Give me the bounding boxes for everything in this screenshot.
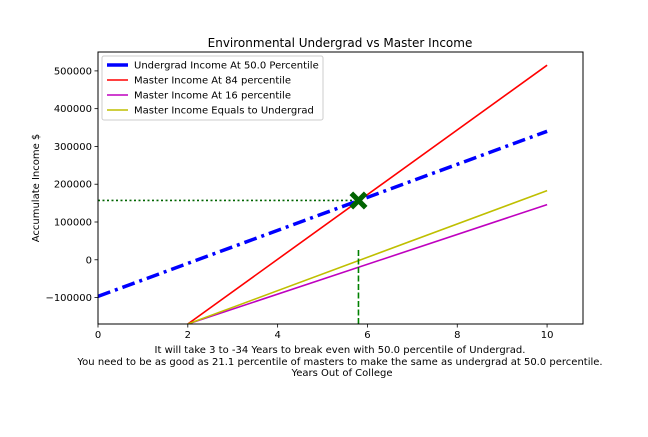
x-tick-label: 10 <box>541 330 554 341</box>
x-axis-ticks: 0 2 4 6 8 10 <box>95 324 554 341</box>
legend-label: Master Income At 84 percentile <box>134 76 291 87</box>
x-tick-label: 8 <box>454 330 460 341</box>
y-tick-label: 0 <box>86 255 92 266</box>
x-tick-label: 2 <box>185 330 191 341</box>
legend: Undergrad Income At 50.0 Percentile Maste… <box>101 55 324 121</box>
legend-box <box>101 55 324 121</box>
x-tick-label: 0 <box>95 330 101 341</box>
y-tick-label: 400000 <box>54 104 92 115</box>
breakeven-marker <box>349 191 368 210</box>
series-line-1 <box>98 129 548 299</box>
y-tick-label: 200000 <box>54 180 92 191</box>
x-axis-label-line-2: You need to be as good as 21.1 percentil… <box>76 357 602 368</box>
plot-frame <box>97 51 584 325</box>
legend-label: Master Income At 16 percentile <box>134 91 291 102</box>
x-axis-label-line-1: It will take 3 to -34 Years to break eve… <box>155 345 526 356</box>
y-axis-label: Accumulate Income $ <box>31 134 42 243</box>
chart-title: Environmental Undergrad vs Master Income <box>208 36 473 50</box>
y-tick-label: 500000 <box>54 66 92 77</box>
series-line-2 <box>187 64 548 324</box>
legend-label: Undergrad Income At 50.0 Percentile <box>134 61 319 72</box>
plot-area <box>97 51 584 325</box>
y-axis-ticks: −100000 0 100000 200000 300000 400000 500000 <box>45 66 98 304</box>
y-tick-label: 300000 <box>54 142 92 153</box>
series-line-4 <box>187 189 548 324</box>
series-line-3 <box>187 203 548 324</box>
y-tick-label: 100000 <box>54 218 92 229</box>
x-tick-label: 6 <box>364 330 370 341</box>
x-axis-label-line-3: Years Out of College <box>291 368 393 379</box>
y-tick-label: −100000 <box>45 293 92 304</box>
legend-label: Master Income Equals to Undergrad <box>134 106 314 117</box>
x-tick-label: 4 <box>274 330 280 341</box>
